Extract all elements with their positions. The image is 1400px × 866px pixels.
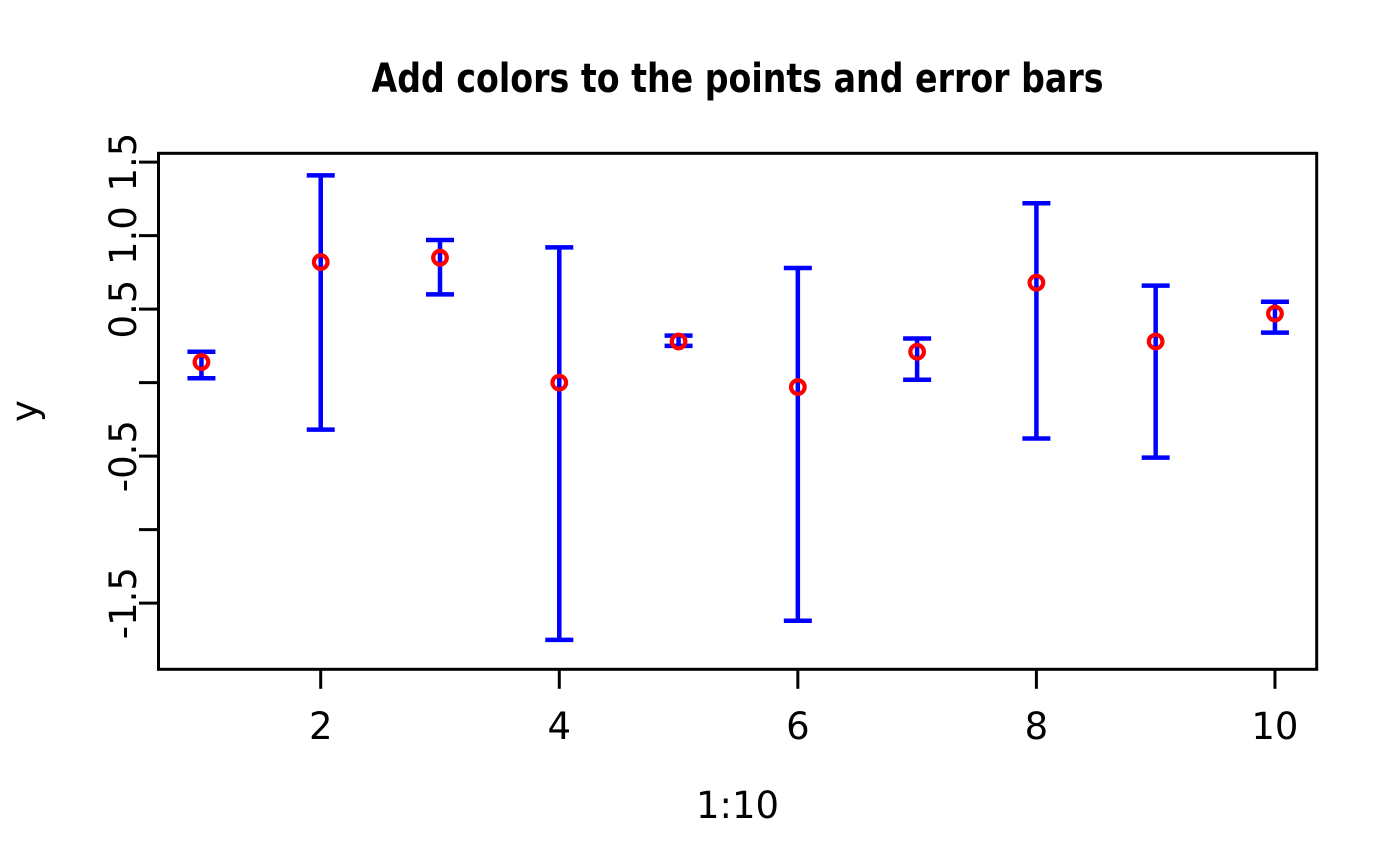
x-axis-label: 1:10 xyxy=(696,784,779,827)
plot-title: Add colors to the points and error bars xyxy=(372,56,1104,102)
data-point xyxy=(1266,304,1284,323)
y-tick-label: 1.5 xyxy=(102,133,145,192)
x-tick-label: 4 xyxy=(548,705,572,748)
x-tick-label: 10 xyxy=(1251,705,1298,748)
y-axis-label: y xyxy=(3,400,46,422)
y-tick-label: -1.5 xyxy=(102,567,145,639)
y-tick-label: 0.5 xyxy=(102,280,145,339)
plot-box xyxy=(157,151,1319,671)
x-tick-label: 2 xyxy=(309,705,333,748)
data-point xyxy=(1027,273,1046,292)
y-tick-label: -0.5 xyxy=(102,420,145,492)
x-tick-label: 8 xyxy=(1025,705,1049,748)
data-point xyxy=(908,342,927,361)
data-point xyxy=(1146,332,1165,351)
data-point xyxy=(669,332,688,351)
data-point xyxy=(550,373,569,392)
y-tick-label: 1.0 xyxy=(102,206,145,265)
data-point xyxy=(311,253,330,271)
data-point xyxy=(788,378,807,396)
data-point xyxy=(431,248,449,267)
x-tick-label: 6 xyxy=(786,705,810,748)
data-point xyxy=(192,353,211,371)
